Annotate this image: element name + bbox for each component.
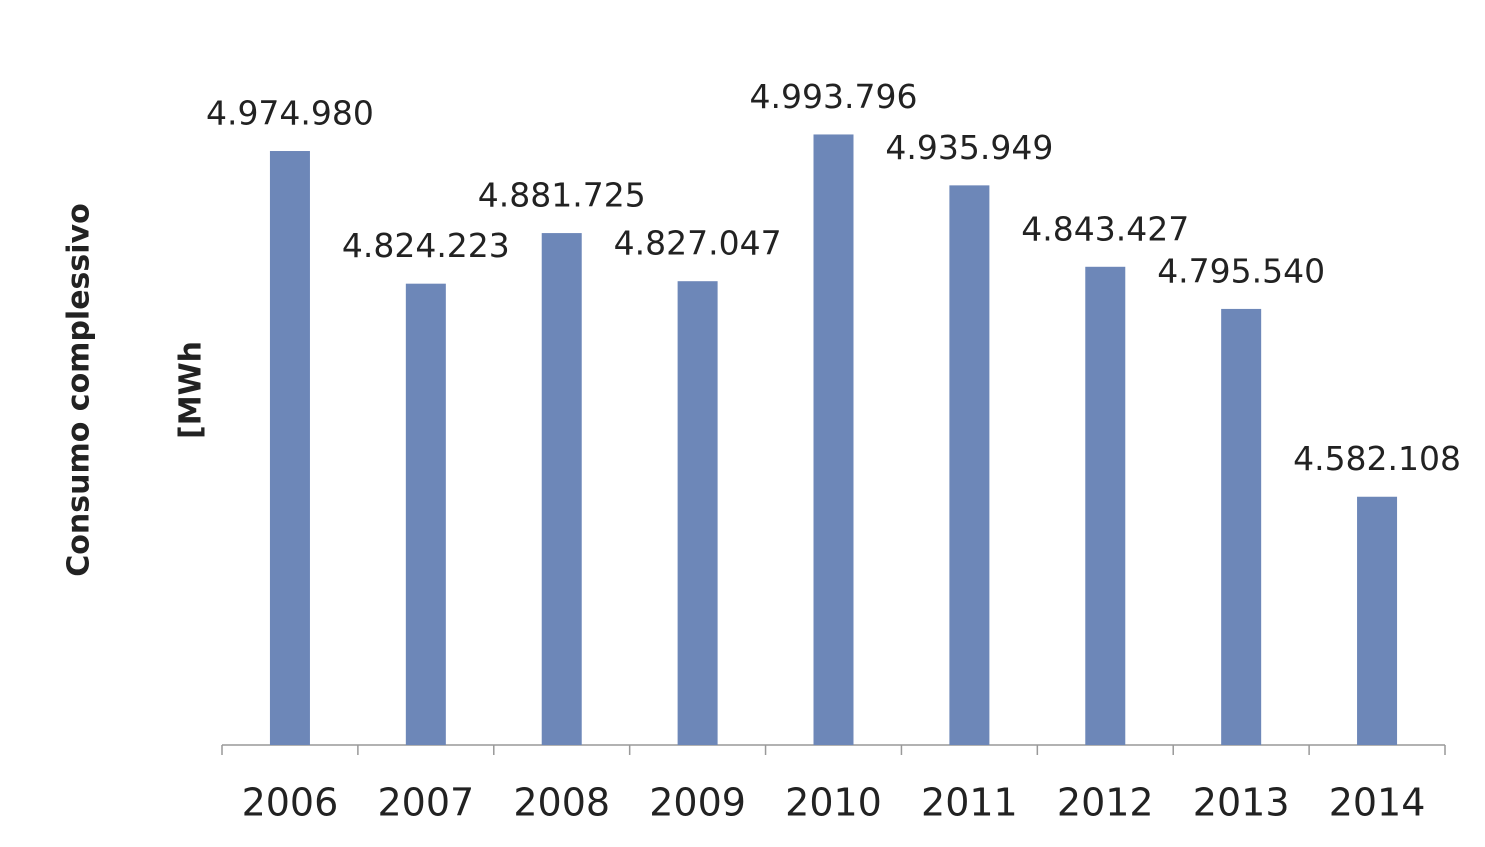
x-tick-label: 2011 (921, 781, 1018, 825)
bar (813, 134, 854, 745)
bar (677, 281, 718, 745)
value-label: 4.974.980 (206, 94, 374, 133)
x-tick-label: 2008 (513, 781, 610, 825)
bar (269, 151, 310, 746)
bar (949, 185, 990, 746)
value-label: 4.993.796 (750, 77, 918, 116)
x-tick-label: 2014 (1329, 781, 1426, 825)
x-tick-label: 2012 (1057, 781, 1154, 825)
bar (541, 233, 582, 745)
value-label: 4.827.047 (614, 224, 782, 263)
bar (1357, 496, 1398, 745)
bar (405, 283, 446, 745)
x-tick-label: 2009 (649, 781, 746, 825)
bar (1221, 308, 1262, 745)
x-tick-label: 2007 (377, 781, 474, 825)
y-axis-label: Consumo complessivo (62, 203, 97, 576)
value-label: 4.843.427 (1021, 209, 1189, 248)
value-label: 4.935.949 (885, 128, 1053, 167)
value-label: 4.881.725 (478, 176, 646, 215)
x-tick-label: 2006 (242, 781, 339, 825)
bar (1085, 266, 1126, 745)
value-label: 4.795.540 (1157, 251, 1325, 290)
x-tick-label: 2013 (1193, 781, 1290, 825)
x-tick-label: 2010 (785, 781, 882, 825)
y-axis-label: [MWh (174, 341, 209, 439)
value-label: 4.824.223 (342, 226, 510, 265)
value-label: 4.582.108 (1293, 439, 1461, 478)
